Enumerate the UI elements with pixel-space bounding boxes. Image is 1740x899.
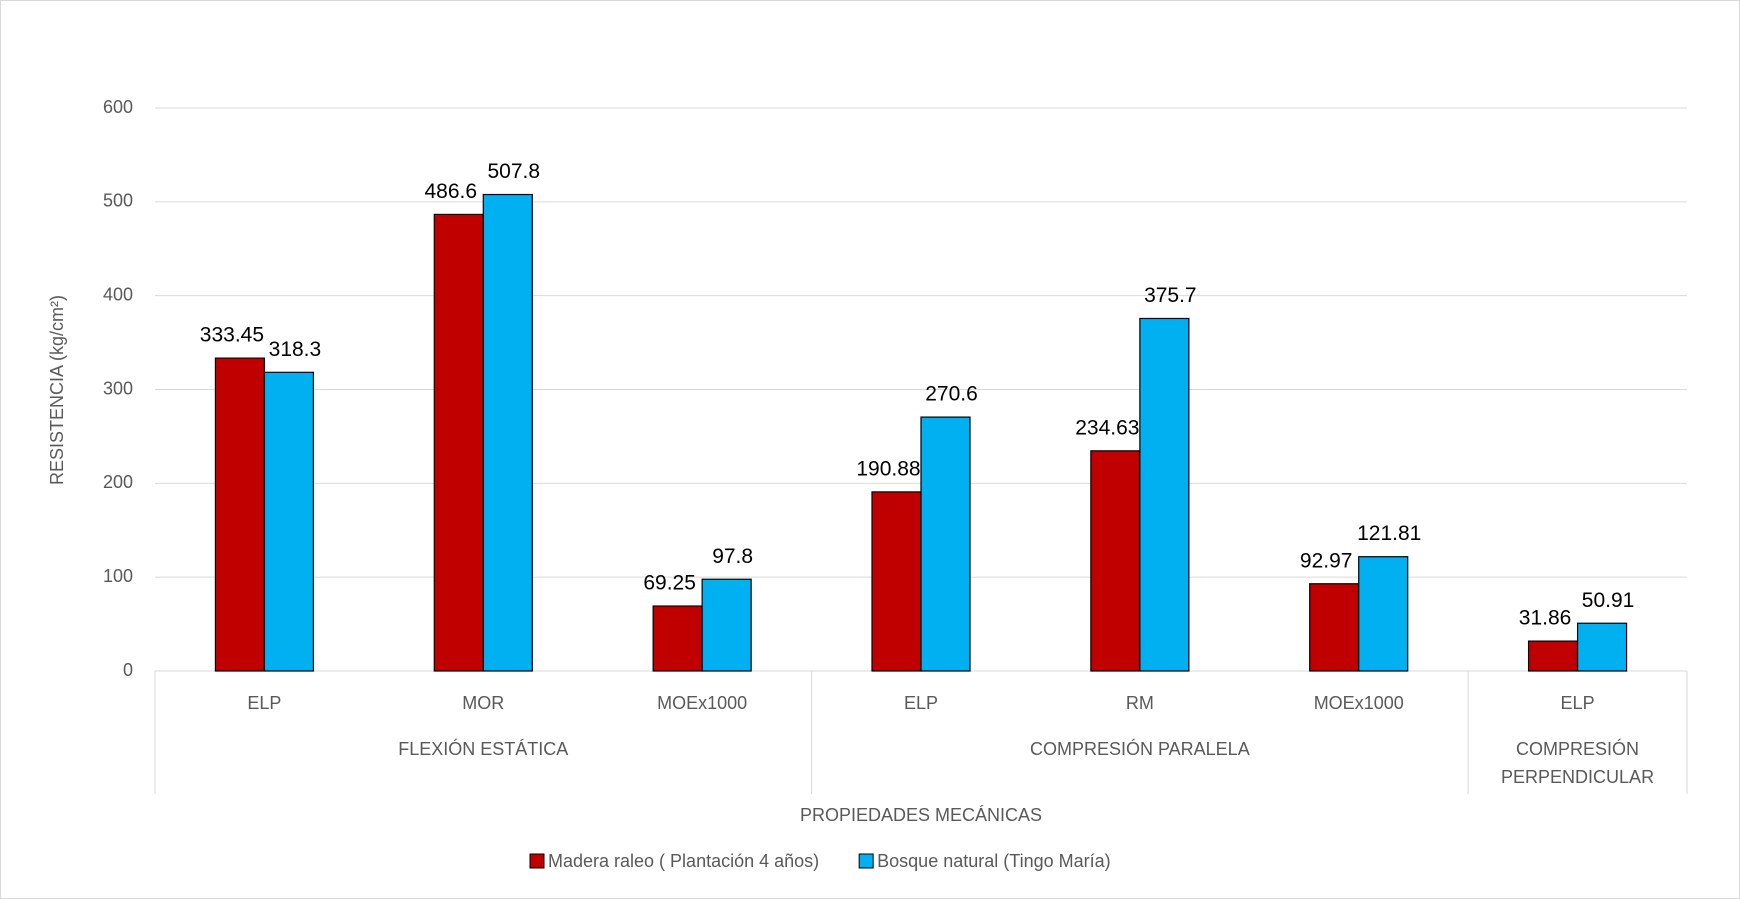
- value-label: 486.6: [425, 180, 478, 203]
- bar: [482, 193, 533, 672]
- legend-label: Madera raleo ( Plantación 4 años): [548, 851, 819, 871]
- y-tick-label: 200: [103, 472, 133, 492]
- y-tick-label: 100: [103, 566, 133, 586]
- value-label: 318.3: [269, 338, 322, 361]
- bar: [1139, 317, 1190, 672]
- bar: [920, 416, 971, 672]
- y-tick-label: 0: [123, 660, 133, 680]
- value-label: 92.97: [1300, 549, 1353, 572]
- value-label: 375.7: [1144, 284, 1197, 307]
- value-label: 50.91: [1582, 589, 1635, 612]
- group-label: FLEXIÓN ESTÁTICA: [398, 739, 569, 759]
- bar: [433, 213, 484, 672]
- x-tick-label: ELP: [1561, 693, 1595, 713]
- bar: [871, 491, 922, 672]
- legend-swatch: [858, 853, 874, 869]
- y-tick-label: 600: [103, 97, 133, 117]
- bar: [1090, 450, 1141, 672]
- bar: [263, 371, 315, 672]
- value-label: 234.63: [1075, 416, 1139, 439]
- value-label: 333.45: [200, 324, 264, 347]
- y-tick-label: 300: [103, 378, 133, 398]
- x-tick-label: ELP: [247, 693, 281, 713]
- bar: [1309, 583, 1360, 672]
- x-tick-label: MOEx1000: [657, 693, 747, 713]
- bar: [701, 578, 752, 672]
- x-tick-label: MOR: [462, 693, 504, 713]
- x-tick-label: MOEx1000: [1314, 693, 1404, 713]
- y-tick-label: 500: [103, 191, 133, 211]
- value-label: 190.88: [856, 457, 920, 480]
- bar: [652, 605, 703, 672]
- value-label: 69.25: [643, 572, 696, 595]
- value-label: 121.81: [1357, 522, 1421, 545]
- bar: [1576, 622, 1628, 672]
- group-label: COMPRESIÓN PARALELA: [1029, 739, 1250, 759]
- bar: [214, 357, 266, 672]
- group-label: COMPRESIÓN PERPENDICULAR: [1501, 739, 1655, 787]
- legend-label: Bosque natural (Tingo María): [877, 851, 1110, 871]
- x-axis-title: PROPIEDADES MECÁNICAS: [800, 805, 1042, 825]
- legend-swatch: [529, 853, 545, 869]
- x-tick-label: RM: [1126, 693, 1154, 713]
- x-tick-label: ELP: [904, 693, 938, 713]
- bar: [1527, 640, 1579, 672]
- bar: [1358, 556, 1409, 672]
- value-label: 97.8: [712, 545, 753, 568]
- value-label: 507.8: [488, 160, 541, 183]
- y-tick-label: 400: [103, 284, 133, 304]
- y-axis-title: RESISTENCIA (kg/cm²): [47, 295, 67, 485]
- value-label: 31.86: [1519, 607, 1572, 630]
- value-label: 270.6: [925, 383, 978, 406]
